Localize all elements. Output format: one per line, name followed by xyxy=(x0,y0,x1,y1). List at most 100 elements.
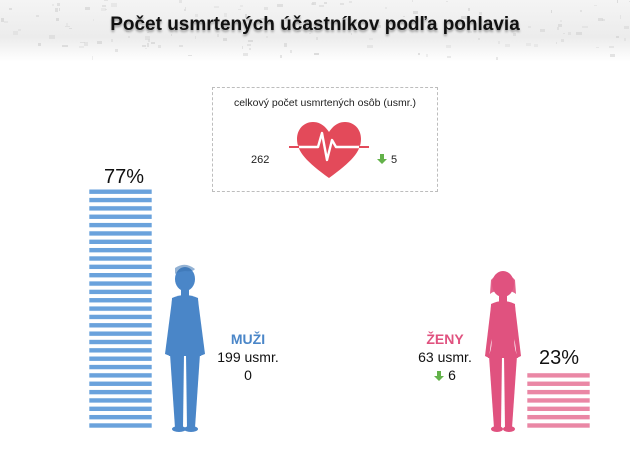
man-figure xyxy=(165,264,205,432)
men-bar-stripe xyxy=(88,264,153,270)
women-bar-stripe xyxy=(526,405,591,412)
men-bar-stripe xyxy=(88,406,153,412)
texture-speck xyxy=(238,8,242,11)
texture-speck xyxy=(308,32,311,35)
texture-speck xyxy=(148,38,150,42)
texture-speck xyxy=(534,43,539,48)
men-bar-stripe xyxy=(88,372,153,379)
texture-speck xyxy=(567,32,572,36)
texture-speck xyxy=(246,43,252,47)
texture-speck xyxy=(324,2,328,4)
texture-speck xyxy=(66,23,69,26)
texture-speck xyxy=(504,44,510,48)
texture-speck xyxy=(561,38,564,43)
men-bar-stripe xyxy=(88,364,153,370)
texture-speck xyxy=(610,53,616,57)
texture-speck xyxy=(616,36,619,38)
texture-speck xyxy=(479,12,482,16)
texture-speck xyxy=(195,35,197,39)
texture-speck xyxy=(384,6,388,10)
texture-speck xyxy=(110,39,113,43)
texture-speck xyxy=(9,7,12,11)
woman-figure xyxy=(485,271,521,432)
texture-speck xyxy=(59,7,61,11)
summary-change-value: 5 xyxy=(391,154,398,166)
men-bar-stripe xyxy=(88,297,153,304)
texture-speck xyxy=(350,32,353,36)
texture-speck xyxy=(49,34,55,39)
texture-speck xyxy=(315,36,318,41)
men-label-group: MUŽI 199 usmr. 0 xyxy=(208,330,288,384)
texture-speck xyxy=(4,20,9,24)
texture-speck xyxy=(402,15,406,17)
texture-speck xyxy=(38,43,42,46)
texture-speck xyxy=(624,38,626,42)
women-count: 63 usmr. xyxy=(418,349,472,365)
texture-speck xyxy=(418,53,420,55)
men-bar-stripe xyxy=(88,280,153,287)
texture-speck xyxy=(244,14,248,19)
texture-speck xyxy=(284,42,288,47)
men-bar-stripe xyxy=(88,380,153,387)
women-bar-stripe xyxy=(526,422,591,429)
texture-speck xyxy=(144,48,147,50)
texture-speck xyxy=(84,6,90,11)
texture-speck xyxy=(367,44,373,49)
texture-speck xyxy=(141,45,147,47)
texture-speck xyxy=(576,31,583,35)
texture-speck xyxy=(175,20,178,24)
texture-speck xyxy=(56,2,60,6)
texture-speck xyxy=(158,45,161,49)
men-bar-stripe xyxy=(88,222,153,228)
texture-speck xyxy=(296,31,302,33)
texture-speck xyxy=(306,26,308,30)
men-bar-stripe xyxy=(88,389,153,395)
texture-speck xyxy=(446,55,451,58)
texture-speck xyxy=(555,41,558,44)
men-bar-stripe xyxy=(88,272,153,278)
texture-speck xyxy=(111,2,117,7)
texture-speck xyxy=(423,16,426,21)
down-arrow-icon xyxy=(377,154,387,164)
men-bar-stripe xyxy=(88,347,153,354)
texture-speck xyxy=(156,28,158,30)
texture-speck xyxy=(311,1,316,5)
texture-speck xyxy=(224,23,229,28)
summary-total: 262 xyxy=(251,154,270,166)
men-label: MUŽI xyxy=(230,331,266,347)
texture-speck xyxy=(559,19,562,22)
texture-speck xyxy=(214,6,219,8)
women-bar-stripe xyxy=(526,397,591,404)
men-count: 199 usmr. xyxy=(217,349,279,365)
heart-pulse-icon xyxy=(289,122,369,178)
texture-speck xyxy=(91,56,94,60)
texture-speck xyxy=(526,43,531,47)
texture-speck xyxy=(595,46,600,48)
men-bar-stripe xyxy=(88,414,153,420)
women-bar-stripe xyxy=(526,372,591,379)
texture-speck xyxy=(80,42,86,44)
men-bar-stripe xyxy=(88,247,153,253)
texture-speck xyxy=(412,0,414,2)
texture-speck xyxy=(277,4,284,8)
texture-speck xyxy=(243,52,248,57)
texture-speck xyxy=(265,36,269,39)
summary-title: celkový počet usmrtených osôb (usmr.) xyxy=(233,97,417,109)
texture-speck xyxy=(239,5,244,7)
texture-speck xyxy=(157,23,162,26)
men-percent: 77% xyxy=(104,166,145,188)
texture-speck xyxy=(92,19,95,22)
texture-speck xyxy=(495,24,500,29)
texture-speck xyxy=(556,27,560,31)
texture-speck xyxy=(247,39,253,42)
texture-speck xyxy=(151,41,156,45)
texture-speck xyxy=(550,9,552,14)
texture-speck xyxy=(259,18,265,21)
texture-speck xyxy=(496,57,498,60)
texture-speck xyxy=(580,9,582,13)
texture-speck xyxy=(290,50,292,53)
men-bar-stripe xyxy=(88,230,153,237)
women-label-group: ŽENY 63 usmr. 6 xyxy=(400,330,490,384)
texture-speck xyxy=(144,36,151,41)
men-bar-stripe xyxy=(88,197,153,203)
